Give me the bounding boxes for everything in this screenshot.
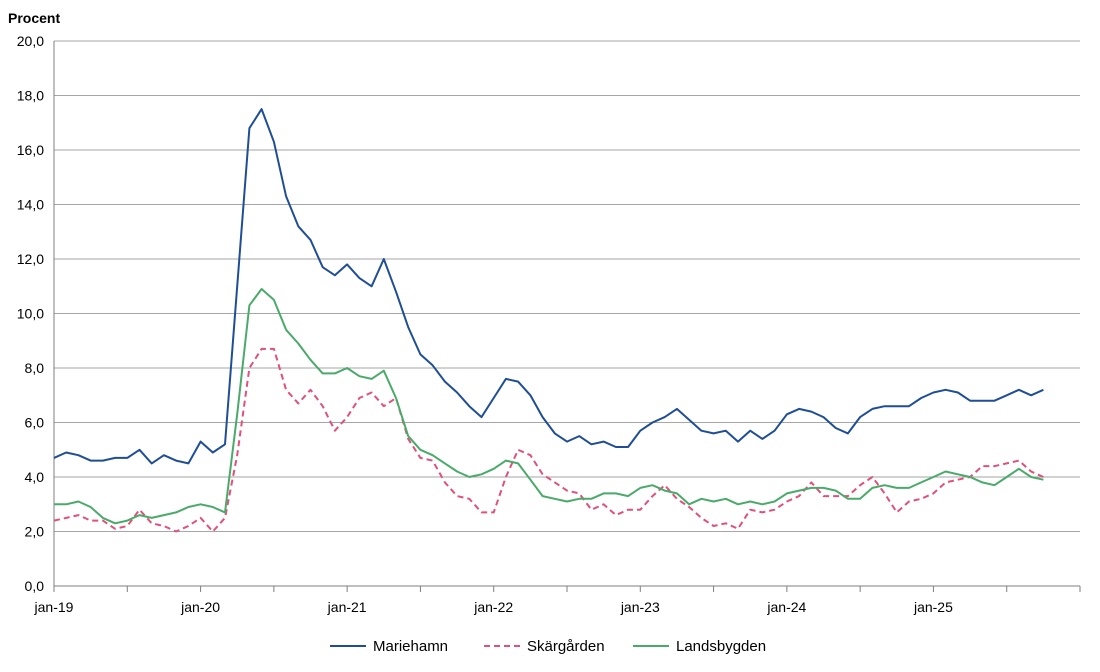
y-tick-label: 18,0 [17,88,44,104]
y-tick-label: 6,0 [25,415,45,431]
y-tick-labels: 0,0 2,0 4,0 6,0 8,0 10,0 12,0 14,0 16,0 18,0 20,0 [17,33,44,594]
y-axis-label: Procent [8,10,60,26]
y-tick-label: 0,0 [25,578,45,594]
y-tick-label: 4,0 [25,469,45,485]
x-tick-label: jan-20 [180,599,220,615]
legend: Mariehamn Skärgården Landsbygden [330,638,766,655]
x-tick-label: jan-25 [913,599,953,615]
series-line-landsbygden [54,288,1044,525]
x-tick-label: jan-23 [620,599,660,615]
x-tick-label: jan-19 [34,599,74,615]
series-line-sk-rg-rden [53,347,1044,533]
series-line-mariehamn [53,108,1044,465]
legend-label: Mariehamn [373,638,448,655]
y-tick-label: 2,0 [25,524,45,540]
y-tick-label: 10,0 [17,306,44,322]
x-tick-label: jan-21 [327,599,367,615]
x-axis: jan-19 jan-20 jan-21 jan-22 jan-23 jan-24 jan-… [34,41,1081,615]
gridlines [54,40,1080,532]
y-tick-label: 12,0 [17,251,44,267]
legend-label: Skärgården [527,638,605,655]
series-lines [53,108,1044,533]
y-tick-label: 14,0 [17,197,44,213]
y-tick-label: 8,0 [25,360,45,376]
x-tick-label: jan-24 [766,599,806,615]
x-tick-label: jan-22 [473,599,513,615]
y-tick-label: 16,0 [17,142,44,158]
y-tick-label: 20,0 [17,33,44,49]
legend-label: Landsbygden [676,638,766,655]
